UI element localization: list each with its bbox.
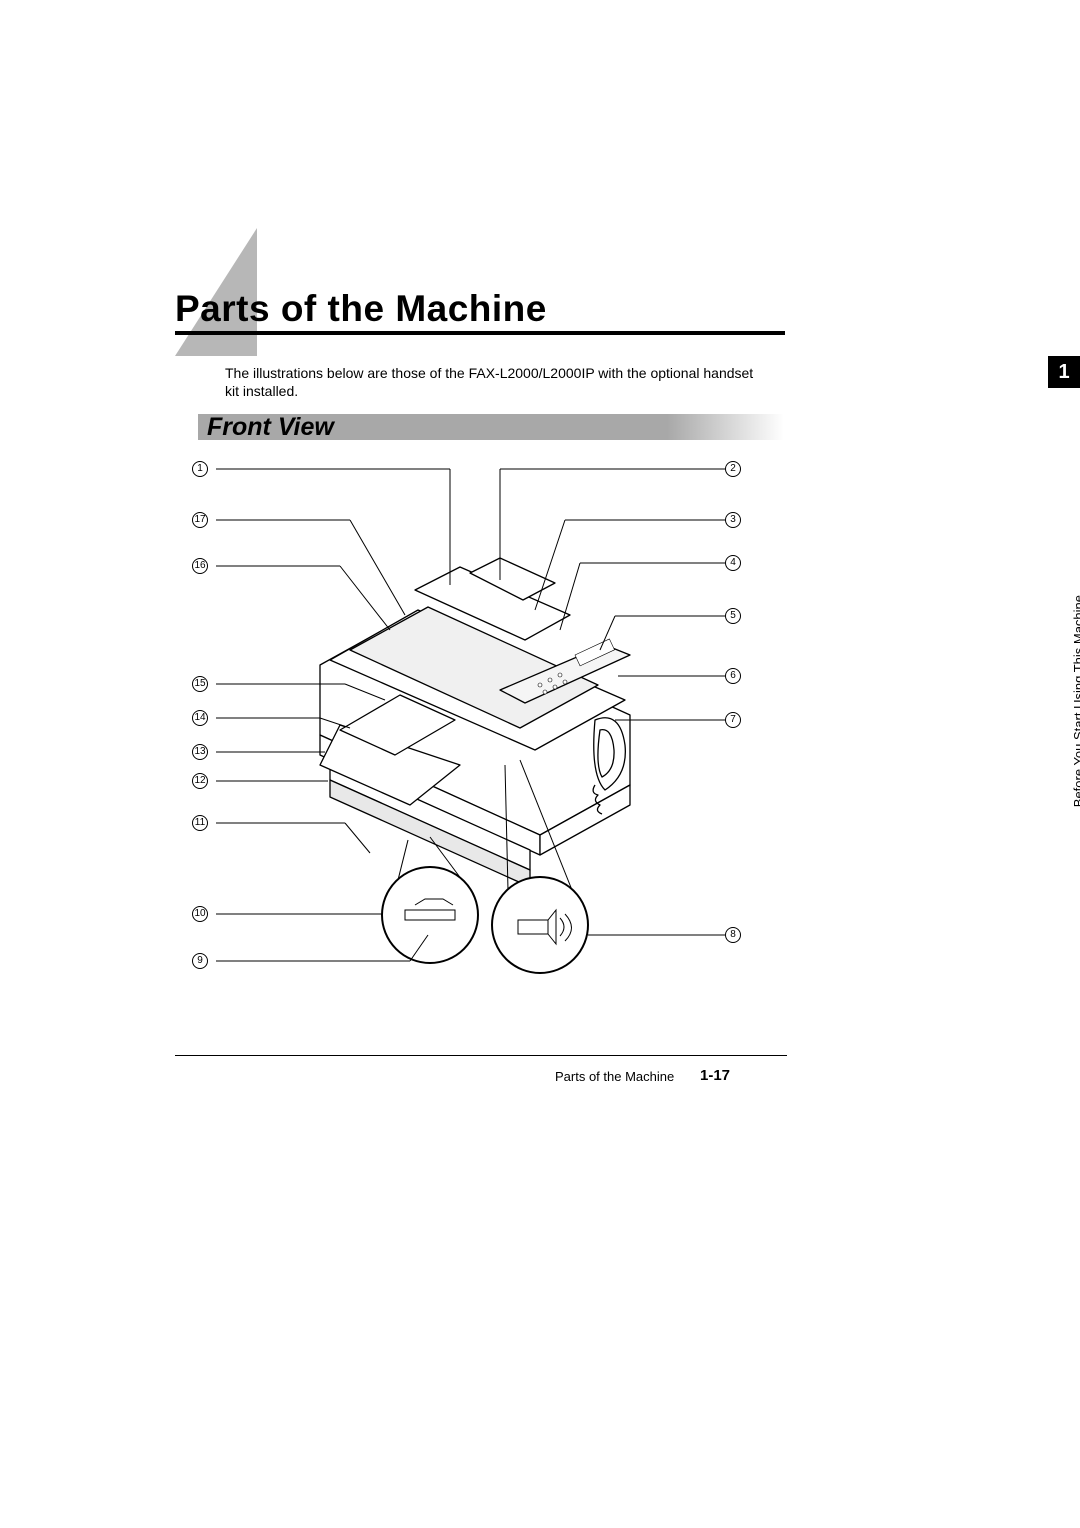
callout-12: 12 <box>192 773 208 789</box>
callout-5: 5 <box>725 608 741 624</box>
callout-10: 10 <box>192 906 208 922</box>
callout-1: 1 <box>192 461 208 477</box>
footer-section-name: Parts of the Machine <box>555 1069 674 1084</box>
chapter-tab: 1 <box>1048 356 1080 388</box>
callout-11: 11 <box>192 815 208 831</box>
callout-16: 16 <box>192 558 208 574</box>
callout-14: 14 <box>192 710 208 726</box>
callout-7: 7 <box>725 712 741 728</box>
side-chapter-label: Before You Start Using This Machine <box>1071 595 1080 807</box>
callout-8: 8 <box>725 927 741 943</box>
page-title: Parts of the Machine <box>175 288 547 330</box>
callout-4: 4 <box>725 555 741 571</box>
subheading-front-view: Front View <box>207 413 334 442</box>
front-view-diagram: 117161514131211109 2345678 <box>200 455 740 975</box>
title-underline <box>175 331 785 335</box>
callout-15: 15 <box>192 676 208 692</box>
footer-page-number: 1-17 <box>700 1067 730 1084</box>
fax-machine-illustration <box>200 455 740 975</box>
callout-17: 17 <box>192 512 208 528</box>
callout-3: 3 <box>725 512 741 528</box>
callout-9: 9 <box>192 953 208 969</box>
footer-rule <box>175 1055 787 1056</box>
callout-13: 13 <box>192 744 208 760</box>
callout-2: 2 <box>725 461 741 477</box>
intro-paragraph: The illustrations below are those of the… <box>225 365 765 400</box>
callout-6: 6 <box>725 668 741 684</box>
